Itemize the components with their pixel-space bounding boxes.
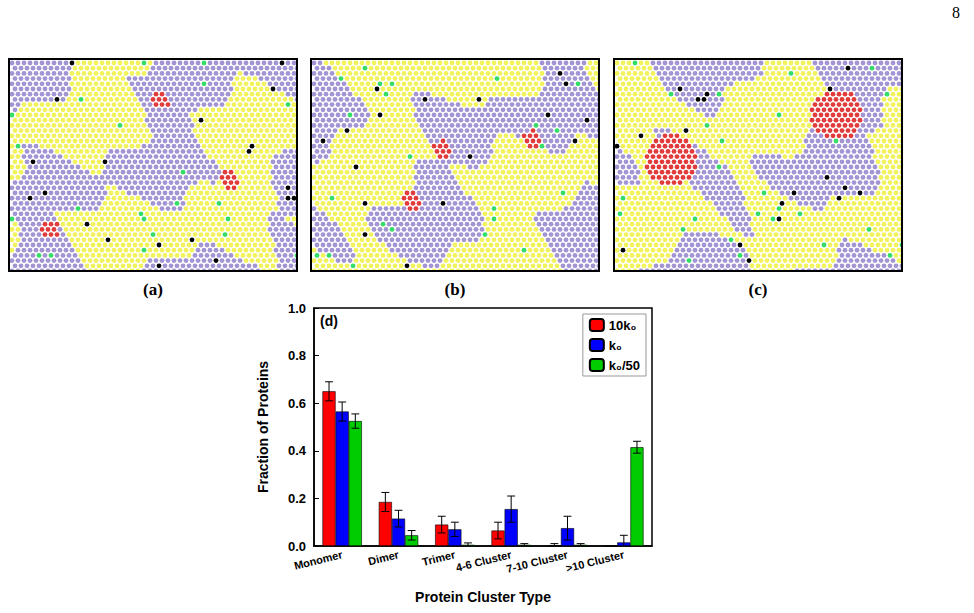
svg-text:0.0: 0.0 <box>288 539 306 554</box>
svg-text:1.0: 1.0 <box>288 301 306 316</box>
svg-text:0.8: 0.8 <box>288 348 306 363</box>
svg-text:0.6: 0.6 <box>288 396 306 411</box>
html-text:(a): (a) <box>143 280 163 299</box>
svg-text:k₀/50: k₀/50 <box>609 358 640 373</box>
svg-text:>10 Cluster: >10 Cluster <box>565 548 626 574</box>
svg-text:7-10 Cluster: 7-10 Cluster <box>505 548 570 575</box>
svg-text:0.4: 0.4 <box>288 443 307 458</box>
svg-text:Trimer: Trimer <box>421 548 457 568</box>
svg-text:Monomer: Monomer <box>293 548 345 572</box>
html-text:(c): (c) <box>748 280 768 299</box>
svg-text:Fraction of Proteins: Fraction of Proteins <box>255 361 271 493</box>
svg-text:k₀: k₀ <box>609 338 622 353</box>
svg-text:0.2: 0.2 <box>288 491 306 506</box>
svg-text:(d): (d) <box>320 313 338 329</box>
html-text:(b): (b) <box>444 280 466 299</box>
html-text:8: 8 <box>952 4 960 21</box>
svg-text:Dimer: Dimer <box>367 548 401 567</box>
svg-text:4-6 Cluster: 4-6 Cluster <box>455 548 514 574</box>
svg-text:Protein Cluster Type: Protein Cluster Type <box>415 589 551 605</box>
svg-text:10k₀: 10k₀ <box>609 318 637 333</box>
